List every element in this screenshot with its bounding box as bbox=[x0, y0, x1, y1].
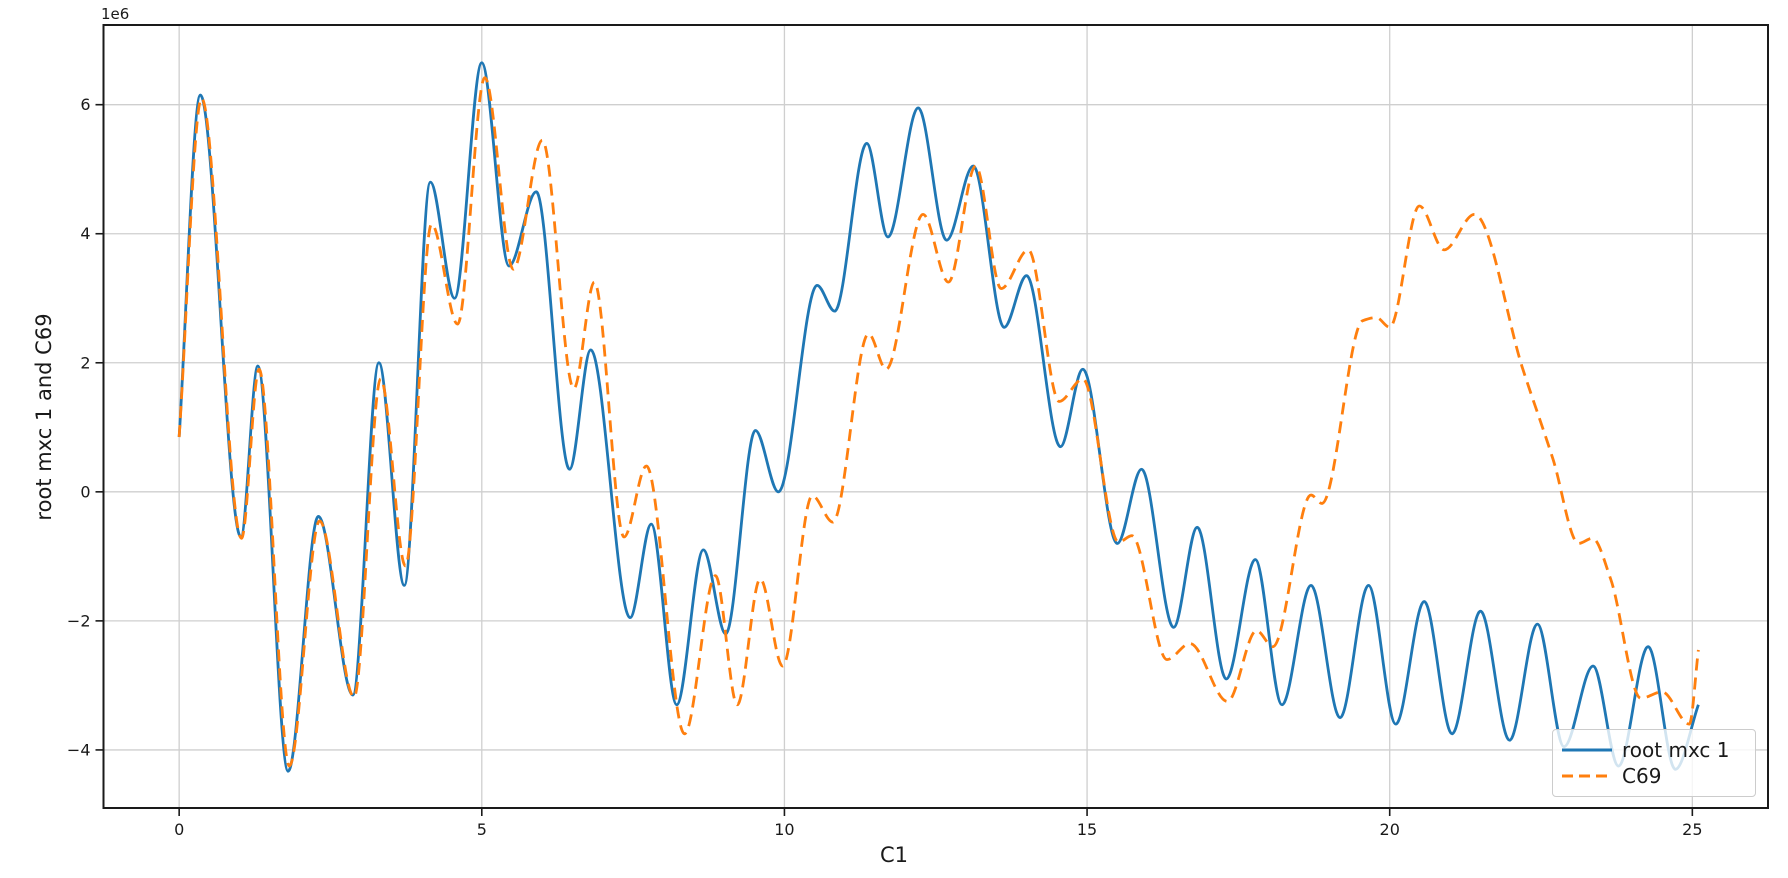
x-tick-label: 5 bbox=[477, 820, 487, 839]
y-tick-label: −2 bbox=[67, 611, 91, 630]
x-tick-label: 0 bbox=[174, 820, 184, 839]
y-tick-label: −4 bbox=[67, 740, 91, 759]
y-axis-offset-label: 1e6 bbox=[101, 5, 130, 23]
y-tick-label: 6 bbox=[80, 95, 90, 114]
legend-entry-c69: C69 bbox=[1562, 765, 1745, 787]
x-axis-label: C1 bbox=[879, 843, 909, 867]
x-tick-label: 20 bbox=[1380, 820, 1400, 839]
y-tick-label: 4 bbox=[80, 224, 90, 243]
legend-line-sample-solid bbox=[1562, 748, 1612, 752]
x-tick-label: 15 bbox=[1077, 820, 1097, 839]
legend-label: C69 bbox=[1622, 764, 1662, 788]
plot-frame bbox=[102, 24, 1769, 809]
legend-entry-root-mxc-1: root mxc 1 bbox=[1562, 739, 1745, 761]
y-tick-label: 2 bbox=[80, 353, 90, 372]
x-tick-label: 10 bbox=[774, 820, 794, 839]
legend: root mxc 1 C69 bbox=[1552, 729, 1756, 797]
legend-line-sample-dashed bbox=[1562, 774, 1612, 778]
y-axis-label: root mxc 1 and C69 bbox=[32, 313, 56, 521]
legend-label: root mxc 1 bbox=[1622, 738, 1730, 762]
x-tick-label: 25 bbox=[1682, 820, 1702, 839]
series-line-root-mxc-1 bbox=[177, 61, 1700, 773]
series-line-c69 bbox=[177, 76, 1700, 768]
y-tick-label: 0 bbox=[80, 482, 90, 501]
